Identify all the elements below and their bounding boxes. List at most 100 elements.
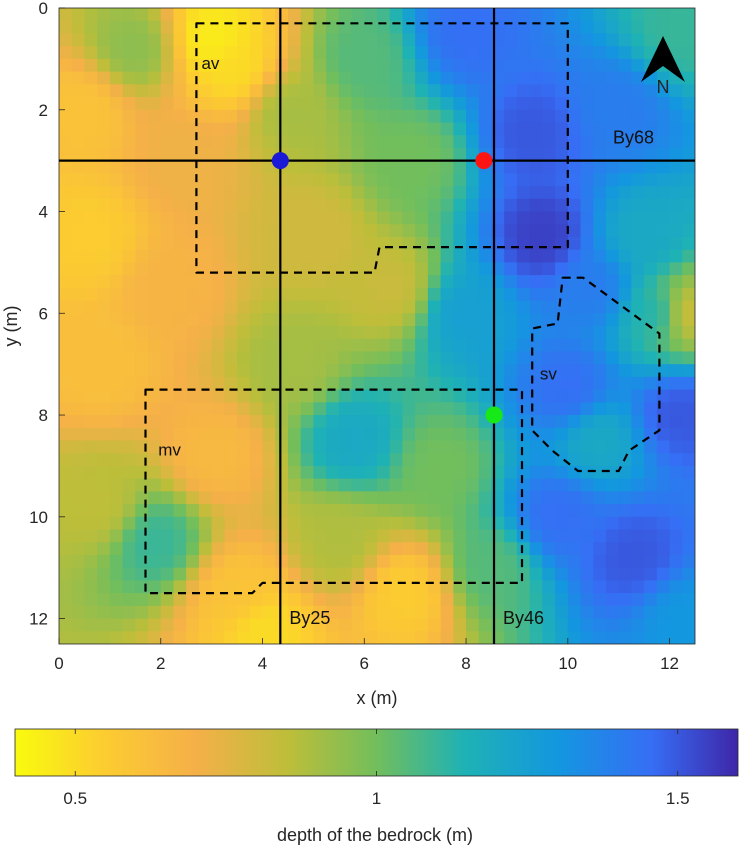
heat-cell	[211, 338, 225, 353]
heat-cell	[656, 122, 671, 136]
heat-cell	[186, 593, 200, 607]
heat-cell	[427, 313, 442, 327]
heat-cell	[300, 109, 314, 124]
heat-cell	[466, 465, 480, 480]
heat-cell	[211, 300, 225, 314]
heat-cell	[377, 8, 391, 22]
heat-cell	[97, 46, 111, 60]
heat-cell	[580, 71, 594, 85]
heat-cell	[389, 605, 404, 620]
heat-cell	[338, 275, 353, 289]
heat-cell	[669, 554, 683, 569]
heat-cell	[351, 236, 365, 251]
heat-cell	[338, 173, 353, 187]
heat-cell	[440, 542, 454, 556]
depth-heatmap	[59, 8, 695, 644]
heat-cell	[173, 249, 187, 263]
heat-cell	[262, 33, 276, 47]
heat-cell	[326, 478, 340, 492]
heat-cell	[275, 275, 289, 289]
heat-cell	[97, 529, 111, 543]
heat-cell	[237, 97, 251, 111]
heat-cell	[669, 567, 683, 581]
heat-cell	[186, 8, 200, 22]
heat-cell	[275, 618, 289, 632]
heat-cell	[122, 567, 136, 581]
heat-cell	[160, 236, 175, 251]
heat-cell	[389, 389, 404, 403]
heat-cell	[109, 300, 124, 314]
heat-cell	[224, 593, 238, 607]
heat-cell	[109, 338, 124, 353]
heat-cell	[364, 160, 378, 174]
heat-cell	[440, 58, 454, 73]
heat-cell	[97, 491, 111, 505]
heat-cell	[453, 46, 467, 60]
heat-cell	[84, 313, 98, 327]
heat-cell	[453, 160, 467, 174]
heat-cell	[351, 618, 365, 632]
heat-cell	[440, 313, 454, 327]
heat-cell	[555, 618, 569, 632]
heat-cell	[198, 542, 213, 556]
heat-cell	[300, 529, 314, 543]
heat-cell	[669, 364, 683, 378]
heat-cell	[313, 8, 327, 22]
heat-cell	[173, 173, 187, 187]
heat-cell	[631, 275, 645, 289]
heat-cell	[186, 605, 200, 620]
heat-cell	[148, 8, 162, 22]
heat-cell	[84, 97, 98, 111]
heat-cell	[567, 326, 582, 340]
heat-cell	[453, 326, 467, 340]
heat-cell	[326, 554, 340, 569]
heat-cell	[97, 20, 111, 35]
heat-cell	[71, 402, 86, 416]
heat-cell	[135, 262, 149, 276]
heat-cell	[300, 427, 314, 442]
heat-cell	[618, 58, 632, 73]
heat-cell	[389, 135, 404, 149]
heat-cell	[71, 249, 86, 263]
heat-cell	[338, 364, 353, 378]
heat-cell	[440, 71, 454, 85]
heat-cell	[605, 173, 620, 187]
heat-cell	[122, 224, 136, 238]
heat-cell	[669, 211, 683, 225]
heat-cell	[580, 618, 594, 632]
heat-cell	[440, 415, 454, 429]
heat-cell	[504, 198, 518, 213]
heat-cell	[669, 402, 683, 416]
heat-cell	[300, 97, 314, 111]
heat-cell	[593, 46, 607, 60]
heat-cell	[338, 427, 353, 442]
heat-cell	[389, 618, 404, 632]
heat-cell	[97, 58, 111, 73]
heat-cell	[466, 46, 480, 60]
heat-cell	[224, 46, 238, 60]
heat-cell	[122, 326, 136, 340]
heat-cell	[516, 504, 531, 518]
north-label: N	[657, 77, 670, 97]
heat-cell	[173, 160, 187, 174]
heat-cell	[389, 249, 404, 263]
heat-cell	[173, 618, 187, 632]
heat-cell	[249, 542, 264, 556]
heat-cell	[605, 478, 620, 492]
heat-cell	[326, 402, 340, 416]
heat-cell	[542, 147, 556, 162]
heat-cell	[71, 109, 86, 124]
heat-cell	[97, 8, 111, 22]
heat-cell	[71, 224, 86, 238]
heat-cell	[504, 453, 518, 467]
heat-cell	[109, 84, 124, 98]
heat-cell	[516, 147, 531, 162]
heat-cell	[211, 173, 225, 187]
heat-cell	[198, 478, 213, 492]
heat-cell	[135, 33, 149, 47]
heat-cell	[529, 453, 543, 467]
heat-cell	[135, 326, 149, 340]
heat-cell	[542, 351, 556, 365]
heat-cell	[644, 618, 658, 632]
heat-cell	[593, 20, 607, 35]
